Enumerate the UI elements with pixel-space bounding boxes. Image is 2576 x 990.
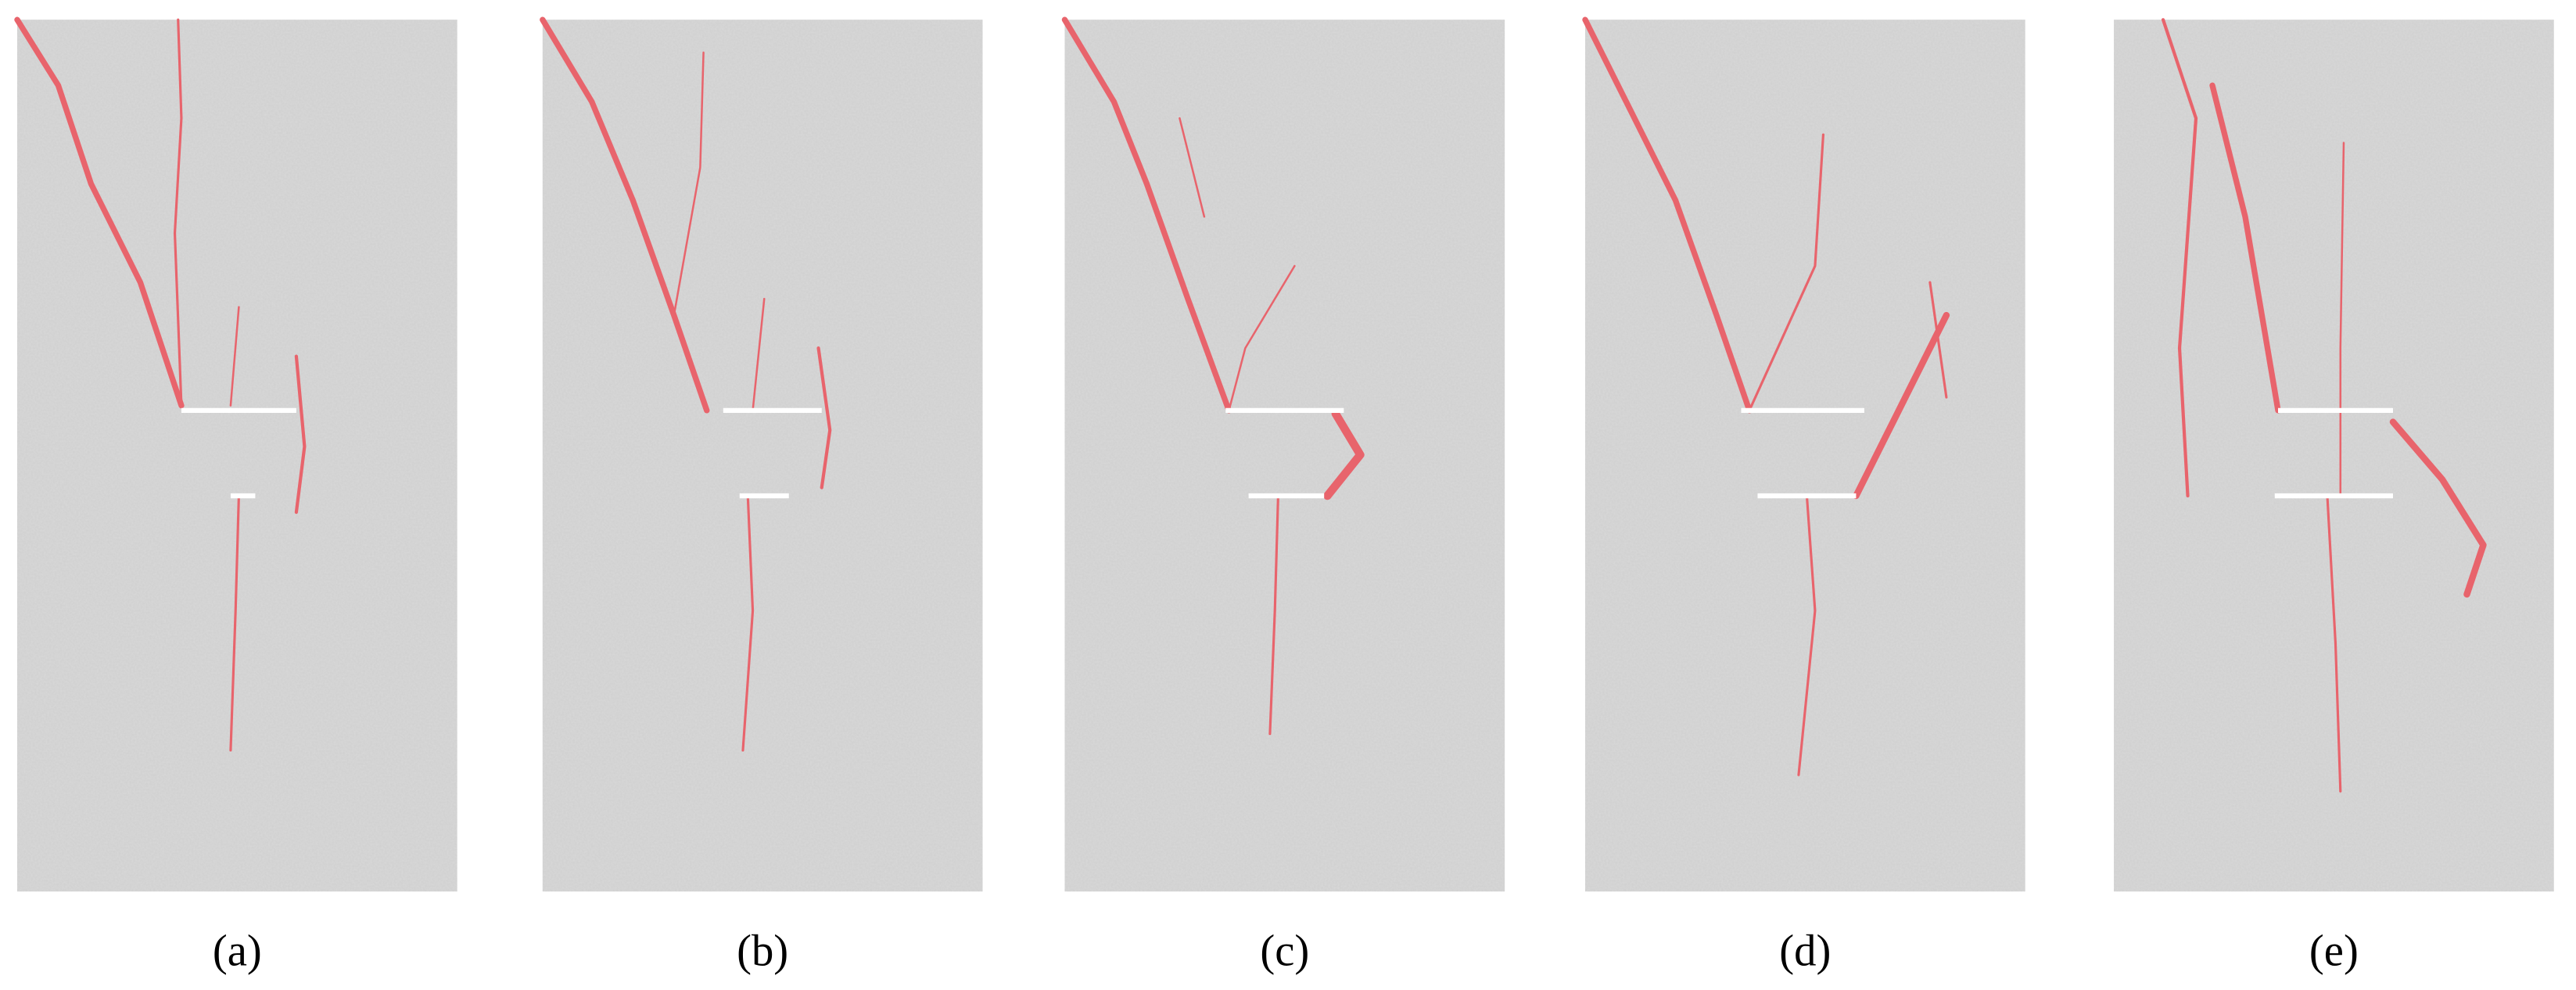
crack — [1228, 264, 1296, 412]
panel-label: (e) — [2309, 927, 2359, 976]
crack — [2161, 18, 2198, 498]
panel — [1582, 16, 2025, 892]
crack — [1797, 494, 1817, 777]
crack — [1323, 409, 1365, 500]
crack — [1928, 281, 1948, 399]
panel-label: (b) — [737, 927, 788, 976]
crack — [14, 16, 185, 409]
crack — [2209, 82, 2281, 414]
panel-label: (a) — [213, 927, 262, 976]
panel — [540, 16, 983, 892]
crack — [1268, 494, 1279, 736]
crack — [1748, 133, 1825, 412]
crack — [752, 297, 766, 412]
crack — [816, 346, 832, 490]
crack — [229, 494, 240, 752]
crack — [1179, 117, 1206, 218]
crack — [173, 18, 183, 407]
crack — [741, 494, 755, 752]
crack — [1582, 16, 1753, 414]
panel — [1061, 16, 1505, 892]
crack — [673, 51, 705, 317]
specimen-grain — [542, 20, 983, 892]
panel-label: (c) — [1260, 927, 1309, 976]
panel — [2114, 18, 2554, 892]
specimen-grain — [16, 20, 457, 892]
crack — [2389, 418, 2487, 598]
crack — [540, 16, 710, 414]
panel — [14, 16, 457, 892]
crack — [2339, 142, 2345, 497]
crack — [2326, 494, 2342, 793]
crack — [294, 354, 307, 515]
specimen-grain — [2114, 20, 2554, 892]
panel-label: (d) — [1779, 927, 1831, 976]
crack — [1061, 16, 1232, 414]
crack — [1853, 311, 1950, 500]
crack — [229, 306, 240, 407]
